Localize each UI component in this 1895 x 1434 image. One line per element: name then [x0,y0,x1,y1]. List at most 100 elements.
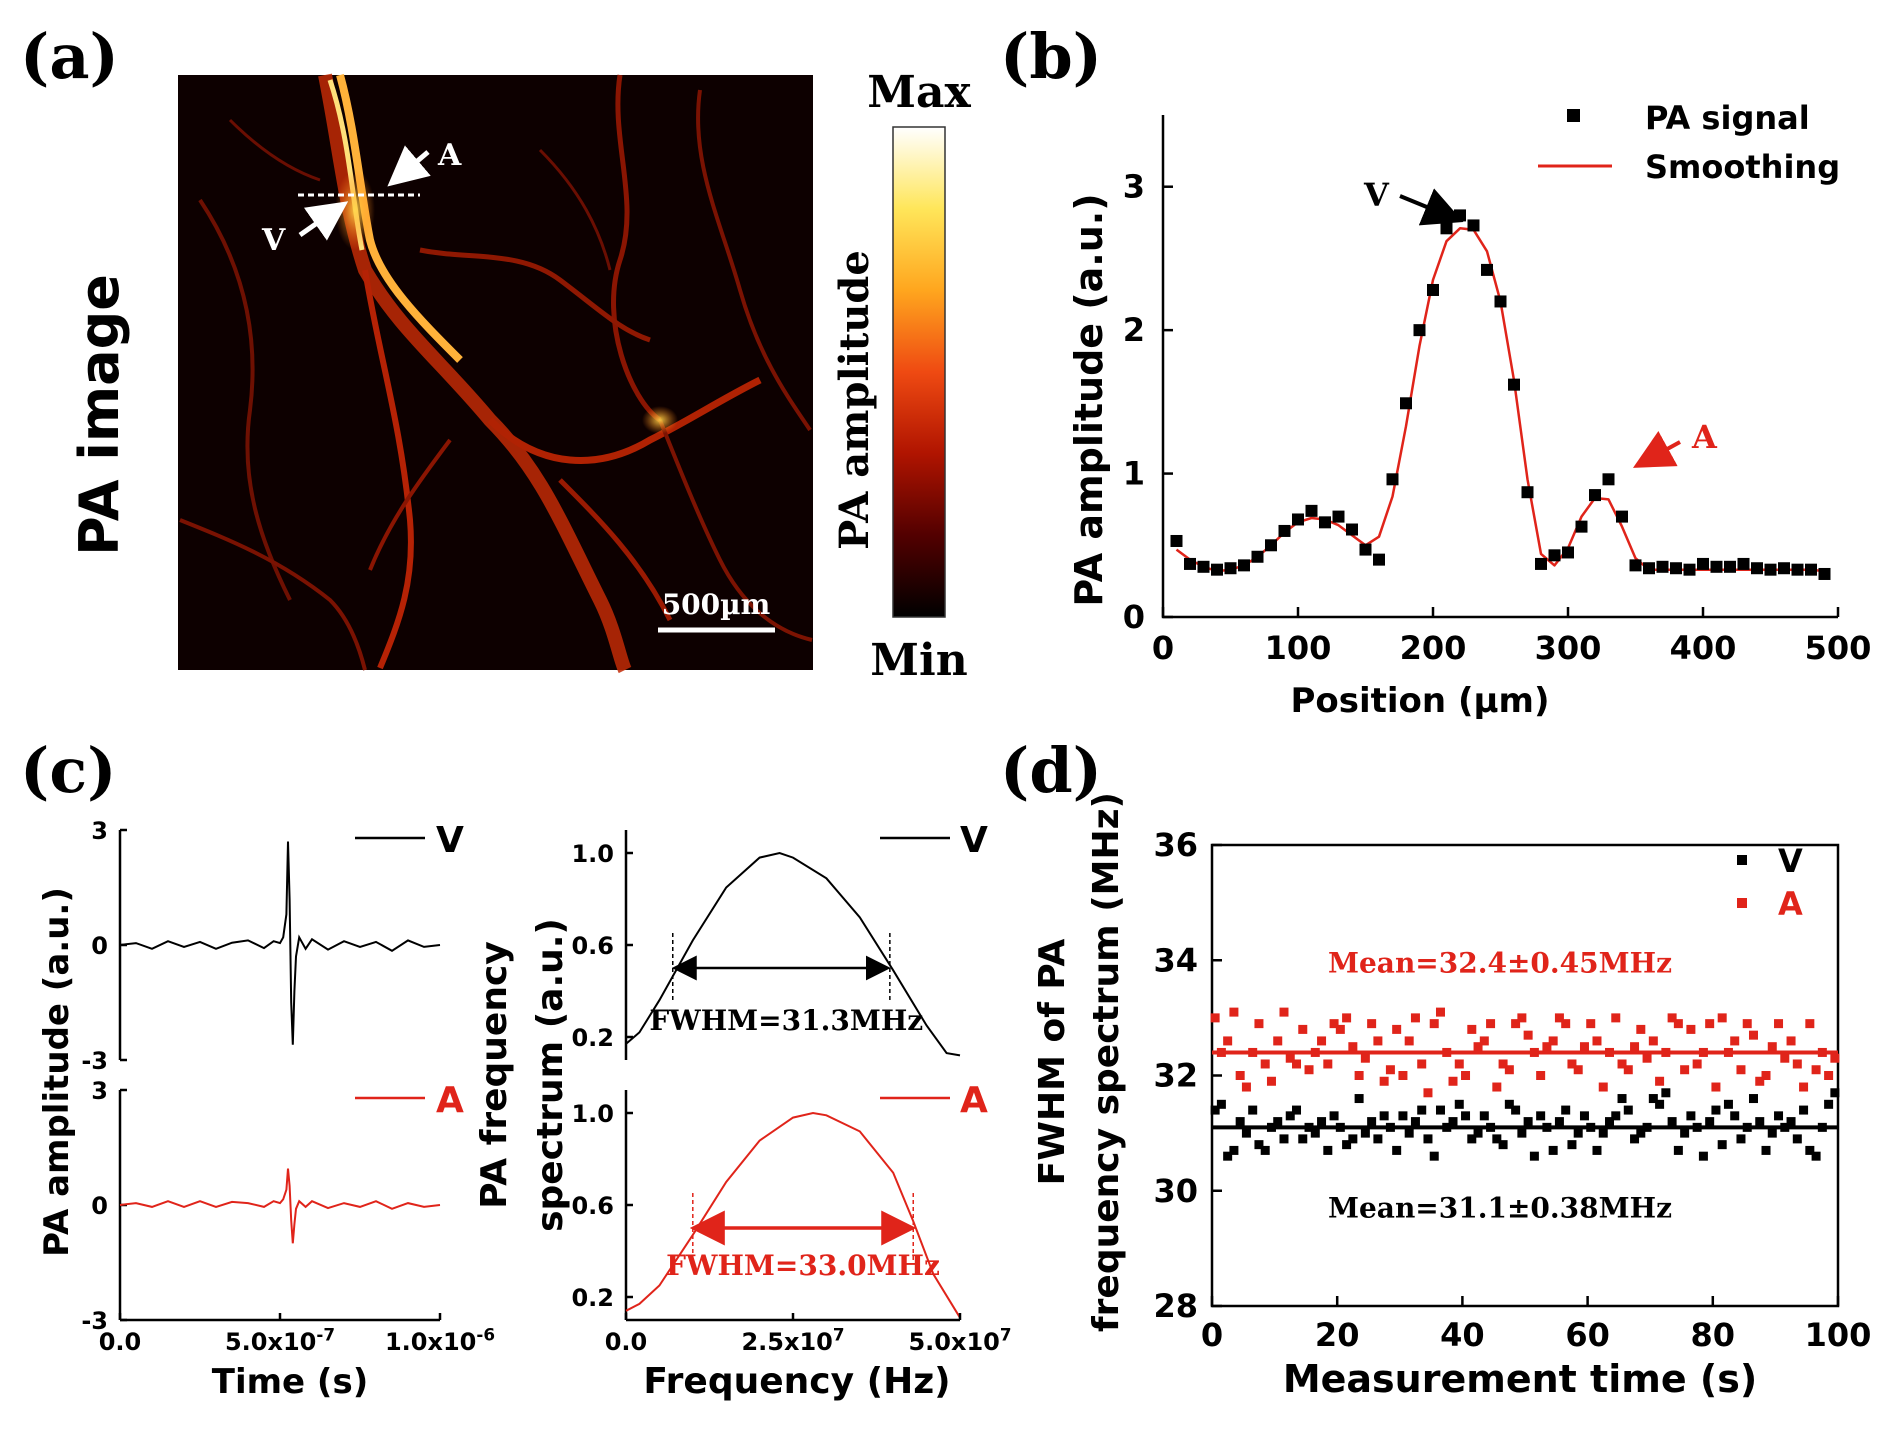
panel-a: (a) PA image A V 500µm [20,20,971,686]
chart-d-point [1642,1053,1652,1063]
chart-d-legend-label: A [1778,885,1803,923]
chart-d-point [1623,1105,1633,1115]
chart-b-point [1184,557,1196,570]
chart-c-spectrum-ytick-label: 1.0 [571,1100,614,1128]
chart-d-point [1292,1059,1302,1069]
chart-d-point [1830,1088,1840,1098]
chart-d-point [1523,1117,1533,1127]
chart-b-point [1589,489,1601,502]
chart-b-point [1481,263,1493,276]
chart-d-point [1360,1128,1370,1138]
chart-b-point [1805,563,1817,576]
chart-b-xlabel: Position (µm) [1290,681,1549,721]
chart-d-point [1824,1099,1834,1109]
chart-d-point [1529,1151,1539,1161]
chart-b-point [1359,543,1372,556]
chart-b-point [1413,324,1426,337]
chart-d-point [1329,1111,1339,1121]
chart-d-point [1686,1111,1696,1121]
chart-d-point [1680,1065,1690,1075]
chart-b-point [1737,557,1750,570]
chart-d-axes [1210,843,1840,1308]
chart-b-point [1710,560,1723,573]
chart-b-point [1400,397,1412,410]
chart-b-point [1494,295,1507,308]
chart-d-ytick-label: 30 [1153,1172,1198,1210]
chart-d-point [1354,1071,1364,1080]
chart-d-point [1435,1007,1445,1017]
panel-d-label: (d) [1000,734,1102,807]
chart-d-xtick-label: 0 [1201,1316,1223,1354]
chart-c-spectrum-ytick-label: 0.2 [571,1024,614,1052]
chart-d-point [1755,1076,1765,1086]
chart-b-point [1697,557,1709,570]
chart-d-point [1423,1088,1433,1098]
chart-d-point [1398,1071,1408,1080]
chart-d-point [1435,1105,1445,1115]
chart-d-xtick-label: 60 [1565,1316,1610,1354]
chart-c-time-ytick-label: -3 [81,1047,108,1075]
chart-d-point [1767,1042,1777,1052]
chart-d-legend-marker [1737,898,1747,908]
chart-b-arrow-a-label: A [1691,418,1718,456]
chart-d-point [1799,1105,1809,1115]
chart-b-point [1467,219,1480,232]
chart-d-point [1248,1105,1258,1115]
chart-d-point [1404,1036,1414,1046]
chart-d-point [1454,1059,1464,1069]
chart-c-time-trace [119,1168,441,1244]
chart-d-point [1392,1024,1402,1034]
chart-d-point [1523,1030,1533,1040]
chart-d-legend-marker [1737,855,1747,865]
marker-v-text: V [261,223,286,258]
panel-a-label: (a) [20,20,119,93]
chart-d-point [1611,1013,1621,1023]
chart-c-spectrum-xlabel: Frequency (Hz) [643,1361,950,1402]
chart-d-point [1473,1128,1483,1138]
chart-d-ytick-label: 32 [1153,1057,1198,1095]
chart-d-point [1711,1082,1721,1092]
chart-d-point [1223,1036,1233,1046]
chart-d-point [1335,1024,1345,1034]
chart-b-point [1238,559,1250,572]
chart-d-point [1260,1145,1270,1155]
chart-d-mean-label: Mean=31.1±0.38MHz [1328,1191,1672,1224]
chart-d-point [1504,1099,1514,1109]
chart-d-ylabel-1: FWHM of PA [1032,939,1073,1186]
chart-d-point [1592,1036,1602,1046]
scalebar-label: 500µm [662,588,771,621]
chart-c-spectrum-ylabel-1: PA frequency [474,941,515,1209]
chart-d-point [1786,1117,1796,1127]
colorbar-title: PA amplitude [831,250,878,550]
chart-d-point [1367,1117,1377,1127]
chart-d-point [1748,1094,1758,1104]
chart-d-point [1479,1111,1489,1121]
chart-d-point [1648,1036,1658,1046]
chart-d-point [1216,1099,1226,1109]
chart-d-point [1511,1105,1521,1115]
chart-d-point [1698,1151,1708,1161]
chart-d-point [1655,1099,1665,1109]
chart-c-spectrum-ytick-label: 0.2 [571,1284,614,1312]
chart-d-point [1554,1013,1564,1023]
chart-b-ytick-label: 3 [1123,168,1145,206]
chart-d-point [1385,1065,1395,1075]
chart-d-point [1598,1128,1608,1138]
chart-c-fwhm-label: FWHM=31.3MHz [649,1004,923,1037]
chart-b-point [1791,563,1804,576]
chart-c-spectrum-legend-label: V [960,820,988,861]
chart-d-point [1317,1117,1327,1127]
chart-d-point [1761,1145,1771,1155]
chart-d-point [1774,1019,1784,1029]
chart-d-point [1579,1111,1589,1121]
chart-d-point [1667,1117,1677,1127]
chart-b-point [1440,222,1453,235]
chart-d-point [1273,1036,1283,1046]
chart-b-ylabel: PA amplitude (a.u.) [1067,193,1111,606]
chart-d-point [1548,1145,1558,1155]
pa-image-background [178,75,813,670]
chart-c-time-xtick-label: 0.0 [99,1328,142,1356]
chart-d-point [1692,1059,1702,1069]
chart-d-point [1254,1140,1264,1150]
chart-d-point [1736,1065,1746,1075]
